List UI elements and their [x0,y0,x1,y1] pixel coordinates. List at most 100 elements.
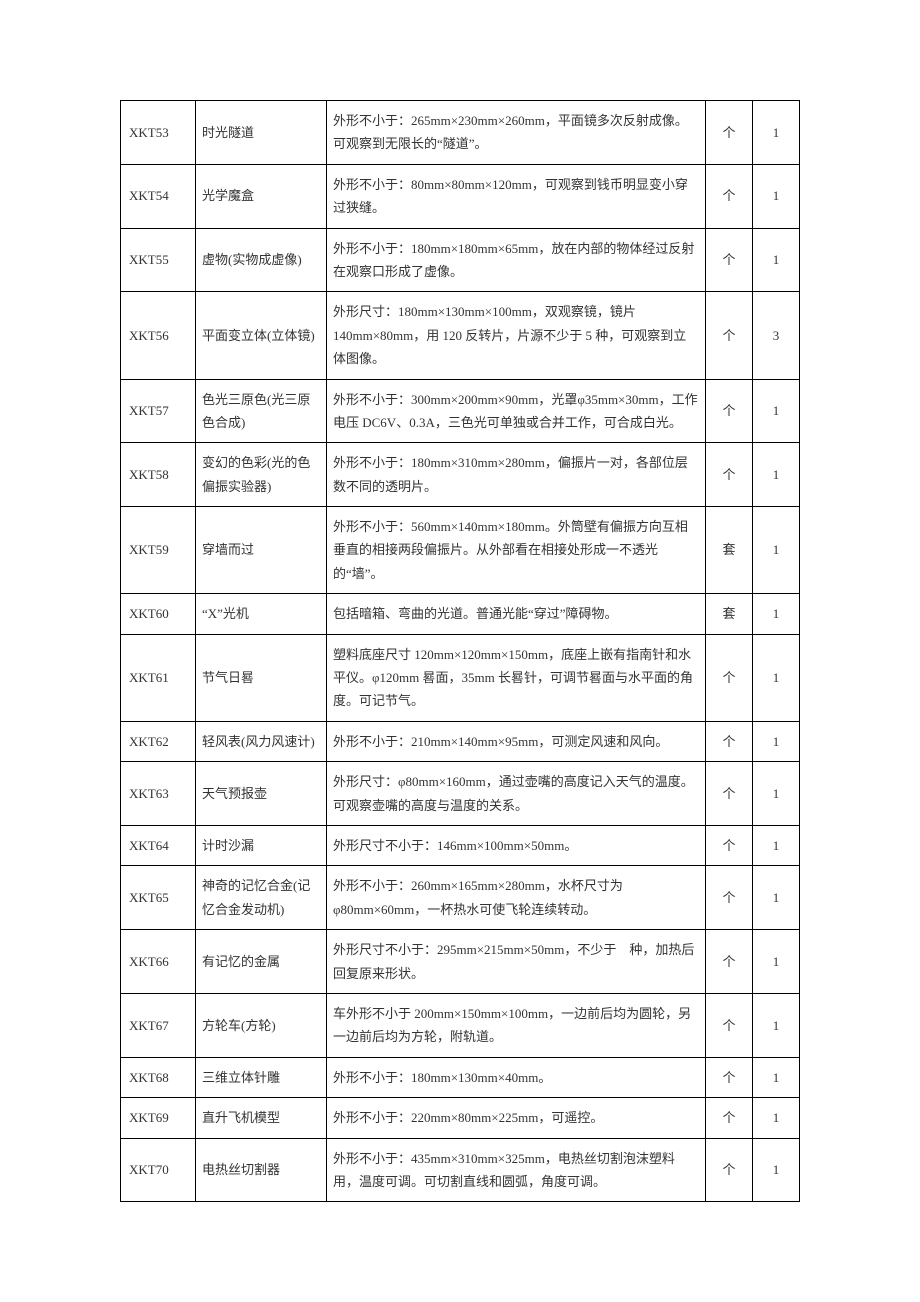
cell-unit: 个 [706,1138,753,1202]
cell-unit: 套 [706,507,753,594]
cell-unit: 个 [706,292,753,379]
cell-desc: 外形不小于：560mm×140mm×180mm。外筒壁有偏振方向互相垂直的相接两… [327,507,706,594]
cell-desc: 外形尺寸不小于：146mm×100mm×50mm。 [327,825,706,865]
cell-qty: 1 [753,228,800,292]
table-row: XKT67方轮车(方轮)车外形不小于 200mm×150mm×100mm，一边前… [121,993,800,1057]
cell-code: XKT56 [121,292,196,379]
table-row: XKT58变幻的色彩(光的色偏振实验器)外形不小于：180mm×310mm×28… [121,443,800,507]
cell-code: XKT58 [121,443,196,507]
cell-unit: 个 [706,443,753,507]
cell-code: XKT69 [121,1098,196,1138]
cell-qty: 1 [753,1138,800,1202]
cell-unit: 个 [706,1098,753,1138]
cell-code: XKT59 [121,507,196,594]
cell-code: XKT62 [121,721,196,761]
cell-unit: 个 [706,721,753,761]
cell-name: 穿墙而过 [196,507,327,594]
cell-unit: 个 [706,762,753,826]
table-row: XKT60“X”光机包括暗箱、弯曲的光道。普通光能“穿过”障碍物。套1 [121,594,800,634]
cell-name: 天气预报壶 [196,762,327,826]
cell-code: XKT54 [121,164,196,228]
cell-name: “X”光机 [196,594,327,634]
cell-desc: 外形不小于：220mm×80mm×225mm，可遥控。 [327,1098,706,1138]
cell-name: 有记忆的金属 [196,930,327,994]
cell-unit: 个 [706,634,753,721]
cell-unit: 个 [706,228,753,292]
cell-qty: 1 [753,762,800,826]
cell-qty: 1 [753,634,800,721]
cell-qty: 1 [753,164,800,228]
cell-unit: 个 [706,993,753,1057]
cell-code: XKT66 [121,930,196,994]
cell-unit: 个 [706,1057,753,1097]
cell-code: XKT64 [121,825,196,865]
cell-desc: 包括暗箱、弯曲的光道。普通光能“穿过”障碍物。 [327,594,706,634]
cell-unit: 个 [706,101,753,165]
table-row: XKT65神奇的记忆合金(记忆合金发动机)外形不小于：260mm×165mm×2… [121,866,800,930]
table-row: XKT54光学魔盒外形不小于：80mm×80mm×120mm，可观察到钱币明显变… [121,164,800,228]
cell-qty: 1 [753,866,800,930]
table-row: XKT55虚物(实物成虚像)外形不小于：180mm×180mm×65mm，放在内… [121,228,800,292]
cell-name: 节气日晷 [196,634,327,721]
cell-unit: 个 [706,164,753,228]
cell-qty: 1 [753,379,800,443]
cell-name: 三维立体针雕 [196,1057,327,1097]
table-row: XKT63天气预报壶外形尺寸：φ80mm×160mm，通过壶嘴的高度记入天气的温… [121,762,800,826]
cell-qty: 1 [753,594,800,634]
cell-desc: 外形不小于：300mm×200mm×90mm，光罩φ35mm×30mm，工作电压… [327,379,706,443]
cell-name: 直升飞机模型 [196,1098,327,1138]
cell-name: 色光三原色(光三原色合成) [196,379,327,443]
cell-qty: 1 [753,930,800,994]
cell-code: XKT57 [121,379,196,443]
table-row: XKT57色光三原色(光三原色合成)外形不小于：300mm×200mm×90mm… [121,379,800,443]
cell-code: XKT55 [121,228,196,292]
cell-desc: 外形尺寸：φ80mm×160mm，通过壶嘴的高度记入天气的温度。可观察壶嘴的高度… [327,762,706,826]
document-page: XKT53时光隧道外形不小于：265mm×230mm×260mm，平面镜多次反射… [0,0,920,1302]
cell-unit: 套 [706,594,753,634]
cell-desc: 外形尺寸：180mm×130mm×100mm，双观察镜，镜片 140mm×80m… [327,292,706,379]
table-row: XKT70电热丝切割器外形不小于：435mm×310mm×325mm，电热丝切割… [121,1138,800,1202]
cell-name: 计时沙漏 [196,825,327,865]
equipment-table: XKT53时光隧道外形不小于：265mm×230mm×260mm，平面镜多次反射… [120,100,800,1202]
cell-qty: 1 [753,443,800,507]
cell-desc: 外形不小于：265mm×230mm×260mm，平面镜多次反射成像。可观察到无限… [327,101,706,165]
table-row: XKT66有记忆的金属外形尺寸不小于：295mm×215mm×50mm，不少于 … [121,930,800,994]
cell-name: 轻风表(风力风速计) [196,721,327,761]
cell-code: XKT65 [121,866,196,930]
cell-code: XKT61 [121,634,196,721]
cell-desc: 外形尺寸不小于：295mm×215mm×50mm，不少于 种，加热后回复原来形状… [327,930,706,994]
table-row: XKT69直升飞机模型外形不小于：220mm×80mm×225mm，可遥控。个1 [121,1098,800,1138]
table-row: XKT56平面变立体(立体镜)外形尺寸：180mm×130mm×100mm，双观… [121,292,800,379]
cell-desc: 外形不小于：180mm×310mm×280mm，偏振片一对，各部位层数不同的透明… [327,443,706,507]
cell-name: 电热丝切割器 [196,1138,327,1202]
cell-code: XKT60 [121,594,196,634]
cell-name: 时光隧道 [196,101,327,165]
cell-unit: 个 [706,825,753,865]
cell-desc: 外形不小于：180mm×130mm×40mm。 [327,1057,706,1097]
cell-name: 方轮车(方轮) [196,993,327,1057]
table-row: XKT62轻风表(风力风速计)外形不小于：210mm×140mm×95mm，可测… [121,721,800,761]
cell-name: 平面变立体(立体镜) [196,292,327,379]
cell-desc: 外形不小于：260mm×165mm×280mm，水杯尺寸为φ80mm×60mm，… [327,866,706,930]
table-row: XKT61节气日晷塑料底座尺寸 120mm×120mm×150mm，底座上嵌有指… [121,634,800,721]
cell-qty: 1 [753,101,800,165]
cell-qty: 1 [753,1057,800,1097]
cell-code: XKT53 [121,101,196,165]
cell-name: 变幻的色彩(光的色偏振实验器) [196,443,327,507]
cell-name: 神奇的记忆合金(记忆合金发动机) [196,866,327,930]
cell-code: XKT67 [121,993,196,1057]
table-row: XKT64计时沙漏外形尺寸不小于：146mm×100mm×50mm。个1 [121,825,800,865]
cell-code: XKT70 [121,1138,196,1202]
cell-desc: 车外形不小于 200mm×150mm×100mm，一边前后均为圆轮，另一边前后均… [327,993,706,1057]
table-row: XKT53时光隧道外形不小于：265mm×230mm×260mm，平面镜多次反射… [121,101,800,165]
cell-desc: 外形不小于：180mm×180mm×65mm，放在内部的物体经过反射在观察口形成… [327,228,706,292]
cell-qty: 1 [753,1098,800,1138]
cell-qty: 1 [753,507,800,594]
cell-name: 虚物(实物成虚像) [196,228,327,292]
table-row: XKT68三维立体针雕外形不小于：180mm×130mm×40mm。个1 [121,1057,800,1097]
cell-unit: 个 [706,930,753,994]
cell-desc: 塑料底座尺寸 120mm×120mm×150mm，底座上嵌有指南针和水平仪。φ1… [327,634,706,721]
cell-qty: 3 [753,292,800,379]
cell-qty: 1 [753,721,800,761]
cell-desc: 外形不小于：435mm×310mm×325mm，电热丝切割泡沫塑料用，温度可调。… [327,1138,706,1202]
